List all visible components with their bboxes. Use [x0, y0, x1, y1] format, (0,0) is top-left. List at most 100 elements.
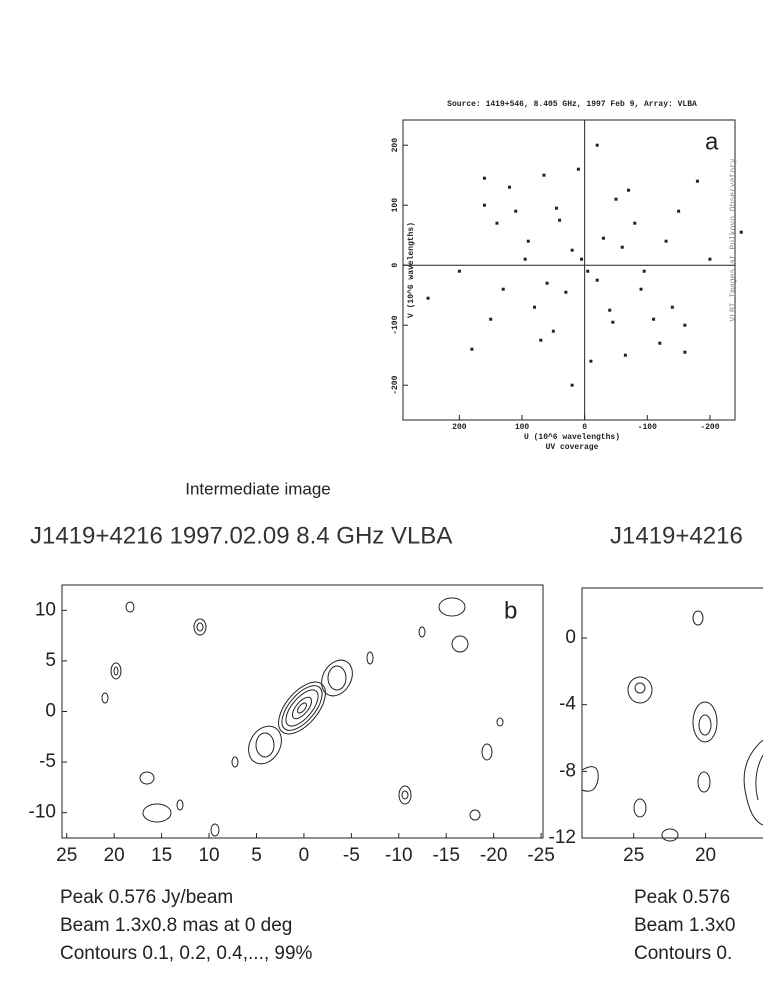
uv-point	[545, 281, 549, 285]
uv-point	[611, 320, 615, 324]
uv-point	[426, 296, 430, 300]
uv-point	[495, 221, 499, 225]
x-tick-label: 25	[623, 845, 644, 866]
uv-point	[683, 350, 687, 354]
x-tick-label: 100	[515, 423, 530, 432]
y-tick-label: 0	[45, 701, 56, 722]
uv-point	[514, 209, 518, 213]
x-tick-label: -100	[638, 423, 657, 432]
y-tick-label: -8	[559, 760, 576, 781]
uv-point	[595, 278, 599, 282]
uv-point	[627, 188, 631, 192]
uv-point	[614, 197, 618, 201]
uv-point	[489, 317, 493, 321]
uv-point	[642, 269, 646, 273]
panel-b-note: Beam 1.3x0.8 mas at 0 deg	[60, 915, 292, 936]
uv-point	[570, 383, 574, 387]
panel-a-title: Source: 1419+546, 8.405 GHz, 1997 Feb 9,…	[447, 100, 697, 109]
uv-point	[608, 308, 612, 312]
uv-point	[482, 176, 486, 180]
uv-point	[586, 269, 590, 273]
y-tick-label: -200	[391, 375, 400, 394]
panel-b-contours	[101, 597, 504, 837]
uv-point	[639, 287, 643, 291]
uv-point	[558, 218, 562, 222]
uv-point	[507, 185, 511, 189]
uv-point	[633, 221, 637, 225]
panel-c-note: Contours 0.	[634, 943, 732, 964]
intermediate-label: Intermediate image	[185, 479, 331, 498]
uv-point	[658, 341, 662, 345]
x-tick-label: 10	[198, 845, 219, 866]
uv-point	[664, 239, 668, 243]
uv-point	[457, 269, 461, 273]
uv-point	[523, 257, 527, 261]
x-tick-label: -25	[527, 845, 554, 866]
x-tick-label: 0	[582, 423, 587, 432]
uv-point	[695, 179, 699, 183]
uv-point	[533, 305, 537, 309]
uv-point	[739, 230, 743, 234]
uv-point	[677, 209, 681, 213]
uv-point	[652, 317, 656, 321]
uv-point	[683, 323, 687, 327]
uv-point	[620, 245, 624, 249]
y-tick-label: -12	[549, 827, 576, 848]
panel-a-xlabel: U (10^6 wavelengths)	[524, 433, 620, 442]
uv-point	[551, 329, 555, 333]
y-tick-label: -10	[29, 802, 56, 823]
panel-c-frame	[581, 587, 763, 839]
panel-a-label: a	[705, 128, 719, 155]
uv-point	[589, 359, 593, 363]
y-tick-label: 200	[391, 138, 400, 153]
x-tick-label: 15	[151, 845, 172, 866]
x-tick-label: -20	[480, 845, 507, 866]
panel-b-note: Contours 0.1, 0.2, 0.4,..., 99%	[60, 943, 313, 964]
panel-a-ylabel: V (10^6 wavelengths)	[407, 222, 416, 318]
x-tick-label: -10	[385, 845, 412, 866]
uv-point	[501, 287, 505, 291]
uv-point	[482, 203, 486, 207]
uv-point	[670, 305, 674, 309]
panel-a-caption: UV coverage	[546, 443, 599, 452]
uv-point	[526, 239, 530, 243]
y-tick-label: -100	[391, 315, 400, 334]
x-tick-label: -200	[700, 423, 719, 432]
panel-c-title: J1419+4216	[610, 522, 743, 549]
uv-point	[570, 248, 574, 252]
panel-c-contours	[581, 610, 763, 842]
panel-b-label: b	[504, 597, 517, 624]
y-tick-label: 10	[35, 599, 56, 620]
uv-point	[564, 290, 568, 294]
y-tick-label: 0	[391, 263, 400, 268]
uv-point	[554, 206, 558, 210]
y-tick-label: -4	[559, 694, 576, 715]
panel-b-title: J1419+4216 1997.02.09 8.4 GHz VLBA	[30, 522, 452, 549]
x-tick-label: 20	[104, 845, 125, 866]
y-tick-label: -5	[39, 751, 56, 772]
uv-point	[470, 347, 474, 351]
x-tick-label: 25	[56, 845, 77, 866]
y-tick-label: 5	[45, 650, 56, 671]
y-tick-label: 0	[565, 627, 576, 648]
x-tick-label: 5	[251, 845, 262, 866]
x-tick-label: -5	[343, 845, 360, 866]
panel-c-note: Peak 0.576	[634, 887, 730, 908]
uv-point	[580, 257, 584, 261]
x-tick-label: 200	[452, 423, 467, 432]
panel-c-note: Beam 1.3x0	[634, 915, 735, 936]
uv-point	[576, 167, 580, 171]
uv-point	[623, 353, 627, 357]
uv-point	[601, 236, 605, 240]
uv-point	[708, 257, 712, 261]
x-tick-label: 20	[695, 845, 716, 866]
panel-b-note: Peak 0.576 Jy/beam	[60, 887, 233, 908]
uv-point	[542, 173, 546, 177]
uv-point	[539, 338, 543, 342]
x-tick-label: 0	[299, 845, 310, 866]
panel-a-side-text: VLBI Images at Pulkovo Observatory	[729, 158, 738, 321]
uv-point	[595, 143, 599, 147]
panel-a-frame	[402, 119, 736, 421]
x-tick-label: -15	[432, 845, 459, 866]
